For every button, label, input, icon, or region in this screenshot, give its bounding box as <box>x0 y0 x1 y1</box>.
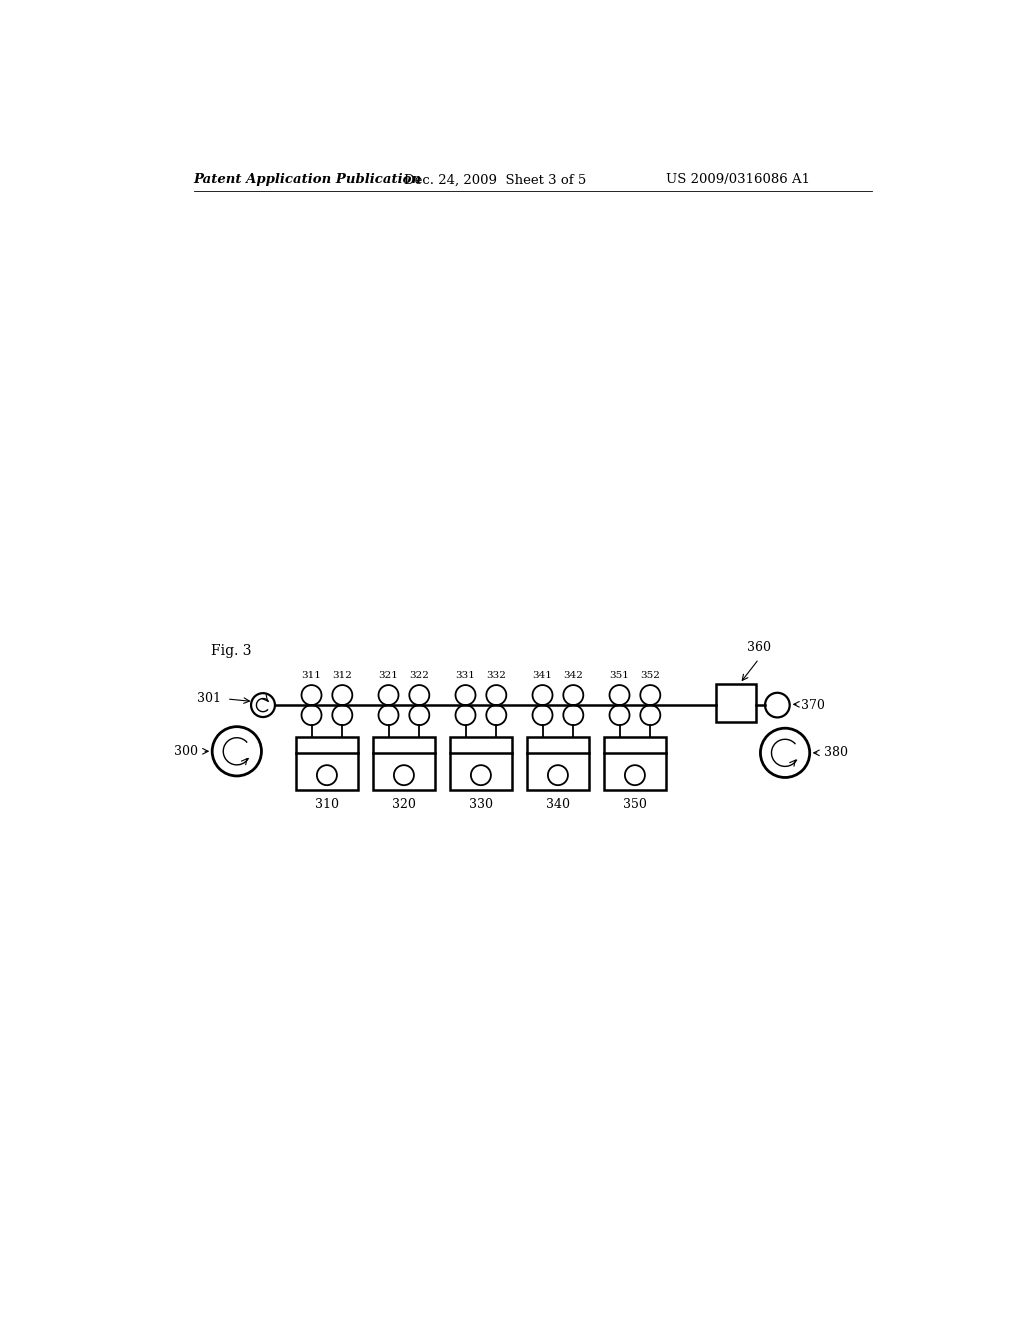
Text: 320: 320 <box>392 797 416 810</box>
Bar <box>527 738 589 789</box>
Text: Dec. 24, 2009  Sheet 3 of 5: Dec. 24, 2009 Sheet 3 of 5 <box>403 173 586 186</box>
Text: 342: 342 <box>563 671 584 680</box>
Text: 380: 380 <box>823 746 848 759</box>
Bar <box>451 738 512 789</box>
Text: 330: 330 <box>469 797 493 810</box>
Text: 331: 331 <box>456 671 475 680</box>
Text: 350: 350 <box>623 797 647 810</box>
Text: 370: 370 <box>801 698 825 711</box>
Bar <box>716 684 756 722</box>
Text: 341: 341 <box>532 671 552 680</box>
Bar <box>604 738 666 789</box>
Text: 312: 312 <box>333 671 352 680</box>
Text: 351: 351 <box>609 671 630 680</box>
Text: 360: 360 <box>746 642 771 655</box>
Text: 311: 311 <box>302 671 322 680</box>
Text: 300: 300 <box>174 744 199 758</box>
Text: 332: 332 <box>486 671 506 680</box>
Text: Fig. 3: Fig. 3 <box>211 644 252 659</box>
Text: 340: 340 <box>546 797 570 810</box>
Text: Patent Application Publication: Patent Application Publication <box>194 173 422 186</box>
Text: 352: 352 <box>640 671 660 680</box>
Text: US 2009/0316086 A1: US 2009/0316086 A1 <box>666 173 810 186</box>
Text: 322: 322 <box>410 671 429 680</box>
Text: 310: 310 <box>315 797 339 810</box>
Text: 321: 321 <box>379 671 398 680</box>
Bar <box>296 738 357 789</box>
Text: 301: 301 <box>197 693 220 705</box>
Bar <box>373 738 435 789</box>
